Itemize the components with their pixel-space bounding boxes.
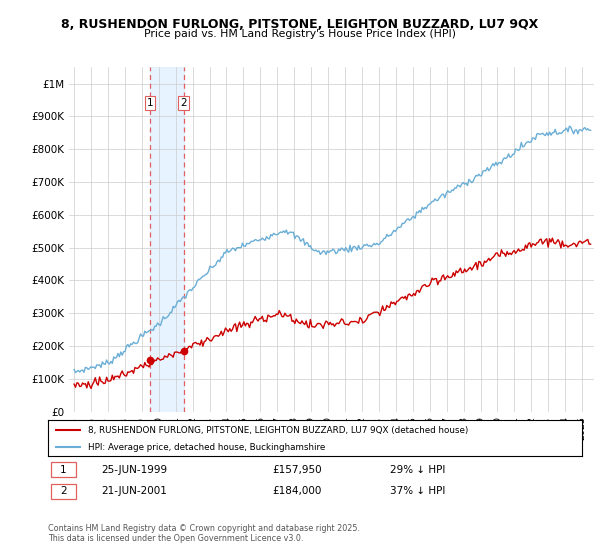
Text: 21-JUN-2001: 21-JUN-2001 [101, 487, 167, 496]
Bar [150, 67, 184, 412]
Text: £157,950: £157,950 [272, 465, 322, 474]
Text: 8, RUSHENDON FURLONG, PITSTONE, LEIGHTON BUZZARD, LU7 9QX (detached house): 8, RUSHENDON FURLONG, PITSTONE, LEIGHTON… [88, 426, 469, 435]
Text: 37% ↓ HPI: 37% ↓ HPI [390, 487, 445, 496]
Text: 1: 1 [60, 465, 67, 474]
Text: HPI: Average price, detached house, Buckinghamshire: HPI: Average price, detached house, Buck… [88, 443, 325, 452]
Text: Contains HM Land Registry data © Crown copyright and database right 2025.
This d: Contains HM Land Registry data © Crown c… [48, 524, 360, 543]
Text: 29% ↓ HPI: 29% ↓ HPI [390, 465, 445, 474]
Text: 2: 2 [181, 99, 187, 109]
Text: £184,000: £184,000 [272, 487, 322, 496]
FancyBboxPatch shape [50, 484, 76, 499]
Text: 25-JUN-1999: 25-JUN-1999 [101, 465, 167, 474]
Text: 8, RUSHENDON FURLONG, PITSTONE, LEIGHTON BUZZARD, LU7 9QX: 8, RUSHENDON FURLONG, PITSTONE, LEIGHTON… [61, 18, 539, 31]
Text: Price paid vs. HM Land Registry's House Price Index (HPI): Price paid vs. HM Land Registry's House … [144, 29, 456, 39]
Text: 1: 1 [146, 99, 153, 109]
FancyBboxPatch shape [50, 462, 76, 477]
Text: 2: 2 [60, 487, 67, 496]
